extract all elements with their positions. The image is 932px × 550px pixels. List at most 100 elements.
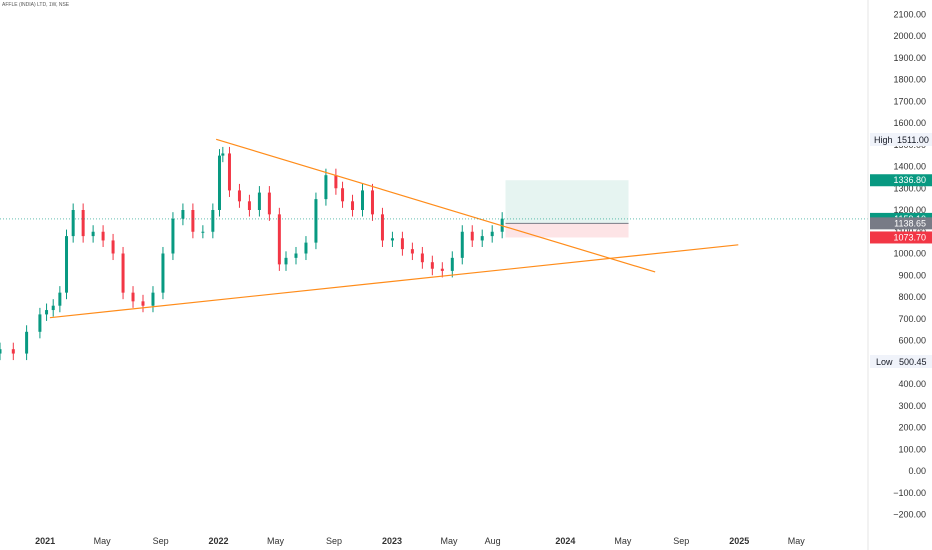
candle-body	[131, 292, 135, 302]
candle-body	[121, 253, 125, 293]
x-tick-label: May	[267, 536, 285, 546]
y-tick-label: −100.00	[893, 488, 926, 498]
y-tick-label: 400.00	[898, 379, 926, 389]
y-tick-label: 100.00	[898, 444, 926, 454]
x-tick-label: May	[788, 536, 806, 546]
candle-body	[111, 240, 115, 254]
y-tick-label: 1700.00	[893, 96, 926, 106]
price-tag-label: 1336.80	[893, 175, 926, 185]
candle-body	[351, 201, 355, 210]
candle-body	[304, 242, 308, 254]
y-tick-label: 1200.00	[893, 205, 926, 215]
trendlines[interactable]	[49, 138, 739, 319]
candle-body	[211, 210, 215, 232]
x-tick-label: May	[614, 536, 632, 546]
candle-body	[400, 238, 404, 250]
candle-body	[181, 210, 185, 219]
candle-body	[380, 214, 384, 241]
candle-body	[480, 236, 484, 241]
x-tick-label: 2025	[729, 536, 749, 546]
candle-body	[11, 349, 15, 354]
x-tick-label: May	[440, 536, 458, 546]
price-tag-label: 1138.65	[894, 218, 926, 228]
candle-body	[161, 253, 165, 293]
x-tick-label: 2024	[555, 536, 575, 546]
y-tick-label: 2000.00	[893, 31, 926, 41]
candle-body	[247, 201, 251, 210]
candle-body	[294, 253, 298, 258]
candle-body	[430, 262, 434, 269]
candle-body	[201, 231, 205, 233]
candle-body	[217, 155, 221, 210]
y-tick-label: 2100.00	[893, 9, 926, 19]
chart-title: AFFLE (INDIA) LTD, 1W, NSE	[2, 2, 70, 8]
y-tick-label: 1600.00	[893, 118, 926, 128]
x-tick-label: Aug	[485, 536, 501, 546]
candle-body	[38, 314, 42, 332]
trendline-ascending-support[interactable]	[49, 244, 739, 319]
candle-body	[370, 190, 374, 215]
x-tick-label: 2022	[209, 536, 229, 546]
y-tick-label: 800.00	[898, 292, 926, 302]
position-tool[interactable]	[505, 180, 629, 238]
price-tag	[870, 231, 932, 244]
y-tick-label: 900.00	[898, 270, 926, 280]
candle-body	[390, 238, 394, 241]
y-tick-label: 1400.00	[893, 162, 926, 172]
candle-body	[267, 192, 271, 215]
candle-body	[420, 253, 424, 263]
x-tick-label: May	[94, 536, 112, 546]
x-tick-label: Sep	[326, 536, 342, 546]
trendline-descending-resistance[interactable]	[215, 138, 656, 273]
price-tag	[870, 174, 932, 187]
candles	[0, 146, 504, 361]
y-tick-label: 1000.00	[893, 249, 926, 259]
candle-body	[221, 153, 225, 156]
candle-body	[277, 214, 281, 265]
high-label: High	[874, 135, 893, 145]
candle-body	[51, 305, 55, 311]
candle-body	[171, 218, 175, 254]
high-marker: High 1511.00	[870, 133, 932, 146]
candle-body	[71, 210, 75, 237]
x-tick-label: 2021	[35, 536, 55, 546]
candle-body	[81, 210, 85, 237]
y-tick-label: 600.00	[898, 336, 926, 346]
candle-body	[440, 268, 444, 271]
candle-body	[25, 331, 29, 354]
y-tick-label: 1300.00	[893, 183, 926, 193]
candle-body	[237, 190, 241, 202]
y-tick-label: 1800.00	[893, 75, 926, 85]
high-value: 1511.00	[897, 135, 929, 145]
candle-body	[450, 257, 454, 271]
x-tick-label: Sep	[153, 536, 169, 546]
time-axis[interactable]: 2021 May Sep 2022 May Sep 2023 May Aug 2024 May Sep…	[35, 536, 805, 546]
candle-body	[490, 231, 494, 237]
stop-zone[interactable]	[505, 223, 629, 238]
candle-body	[334, 175, 338, 189]
target-zone[interactable]	[505, 180, 629, 224]
low-label: Low	[876, 357, 893, 367]
x-tick-label: Sep	[673, 536, 689, 546]
low-marker: Low 500.45	[870, 355, 932, 368]
y-tick-label: 300.00	[898, 401, 926, 411]
candle-body	[141, 301, 145, 306]
candle-body	[314, 199, 318, 243]
candle-body	[341, 188, 345, 202]
y-tick-label: 200.00	[898, 423, 926, 433]
candle-body	[324, 175, 328, 200]
y-tick-label: 0.00	[908, 466, 926, 476]
candle-body	[284, 257, 288, 265]
candle-body	[45, 310, 49, 315]
candle-body	[65, 236, 69, 293]
x-tick-label: 2023	[382, 536, 402, 546]
candle-body	[257, 192, 261, 210]
low-value: 500.45	[899, 357, 927, 367]
candle-body	[91, 231, 95, 237]
y-tick-label: 1900.00	[893, 53, 926, 63]
price-tag	[870, 217, 932, 230]
price-tag-label: 1073.70	[893, 232, 926, 242]
